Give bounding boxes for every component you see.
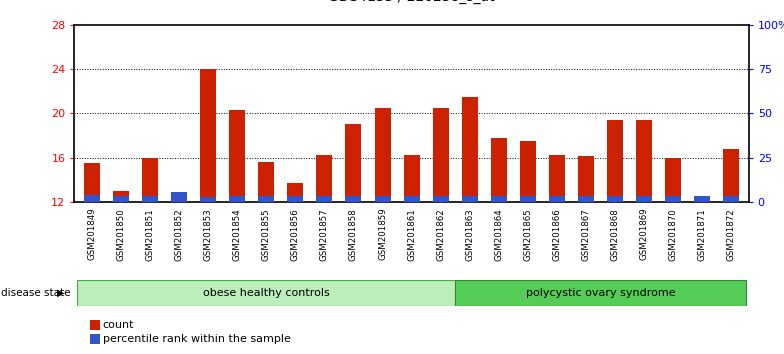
Bar [288, 196, 303, 202]
Text: GSM201869: GSM201869 [640, 208, 648, 261]
Bar [578, 156, 594, 202]
Text: GSM201867: GSM201867 [582, 208, 590, 261]
Bar [258, 196, 274, 202]
Bar [258, 162, 274, 202]
Text: GSM201861: GSM201861 [407, 208, 416, 261]
Bar [665, 158, 681, 202]
Text: polycystic ovary syndrome: polycystic ovary syndrome [526, 288, 675, 298]
Text: GSM201871: GSM201871 [698, 208, 706, 261]
Bar [694, 196, 710, 202]
Bar [520, 141, 535, 202]
Bar [200, 69, 216, 202]
Text: obese healthy controls: obese healthy controls [203, 288, 329, 298]
Text: GSM201854: GSM201854 [233, 208, 241, 261]
Bar [549, 196, 565, 202]
Bar [288, 183, 303, 202]
Text: disease state: disease state [1, 288, 71, 298]
Text: GSM201852: GSM201852 [175, 208, 183, 261]
Bar [462, 97, 477, 202]
Text: GSM201851: GSM201851 [146, 208, 154, 261]
Bar [317, 155, 332, 202]
Text: GSM201849: GSM201849 [88, 208, 96, 261]
Text: GSM201872: GSM201872 [727, 208, 735, 261]
Text: GSM201856: GSM201856 [291, 208, 299, 261]
Bar [171, 201, 187, 202]
Bar [724, 149, 739, 202]
Bar [456, 280, 746, 306]
Bar [346, 124, 361, 202]
Bar [694, 199, 710, 202]
Bar [578, 196, 594, 202]
Text: GSM201870: GSM201870 [669, 208, 677, 261]
Bar [142, 158, 158, 202]
Text: percentile rank within the sample: percentile rank within the sample [103, 334, 291, 344]
Bar [404, 155, 419, 202]
Bar [724, 196, 739, 202]
Text: GSM201850: GSM201850 [117, 208, 125, 261]
Bar [113, 191, 129, 202]
Bar [404, 196, 419, 202]
Text: GSM201866: GSM201866 [553, 208, 561, 261]
Text: GSM201853: GSM201853 [204, 208, 212, 261]
Text: GSM201859: GSM201859 [378, 208, 387, 261]
Bar [636, 196, 652, 202]
Bar [375, 196, 390, 202]
Text: GSM201855: GSM201855 [262, 208, 270, 261]
Bar [665, 196, 681, 202]
Bar [607, 196, 623, 202]
Bar [462, 196, 477, 202]
Bar [636, 120, 652, 202]
Text: GSM201865: GSM201865 [524, 208, 532, 261]
Bar [317, 196, 332, 202]
Text: GSM201868: GSM201868 [611, 208, 619, 261]
Bar [433, 196, 448, 202]
Bar [171, 192, 187, 202]
Bar [491, 196, 506, 202]
Text: GSM201857: GSM201857 [320, 208, 329, 261]
Bar [84, 195, 100, 202]
Bar [346, 196, 361, 202]
Bar [113, 196, 129, 202]
Bar [84, 163, 100, 202]
Bar [229, 110, 245, 202]
Bar [375, 108, 390, 202]
Bar [491, 138, 506, 202]
Text: GDS4133 / 220238_s_at: GDS4133 / 220238_s_at [328, 0, 495, 4]
Bar [229, 196, 245, 202]
Bar [520, 196, 535, 202]
Bar [78, 280, 456, 306]
Text: GSM201862: GSM201862 [436, 208, 445, 261]
Text: count: count [103, 320, 134, 330]
Text: GSM201858: GSM201858 [349, 208, 358, 261]
Bar [433, 108, 448, 202]
Text: GSM201864: GSM201864 [494, 208, 503, 261]
Bar [607, 120, 623, 202]
Bar [549, 155, 565, 202]
Bar [200, 198, 216, 202]
Text: GSM201863: GSM201863 [465, 208, 474, 261]
Text: ▶: ▶ [57, 288, 65, 298]
Bar [142, 196, 158, 202]
